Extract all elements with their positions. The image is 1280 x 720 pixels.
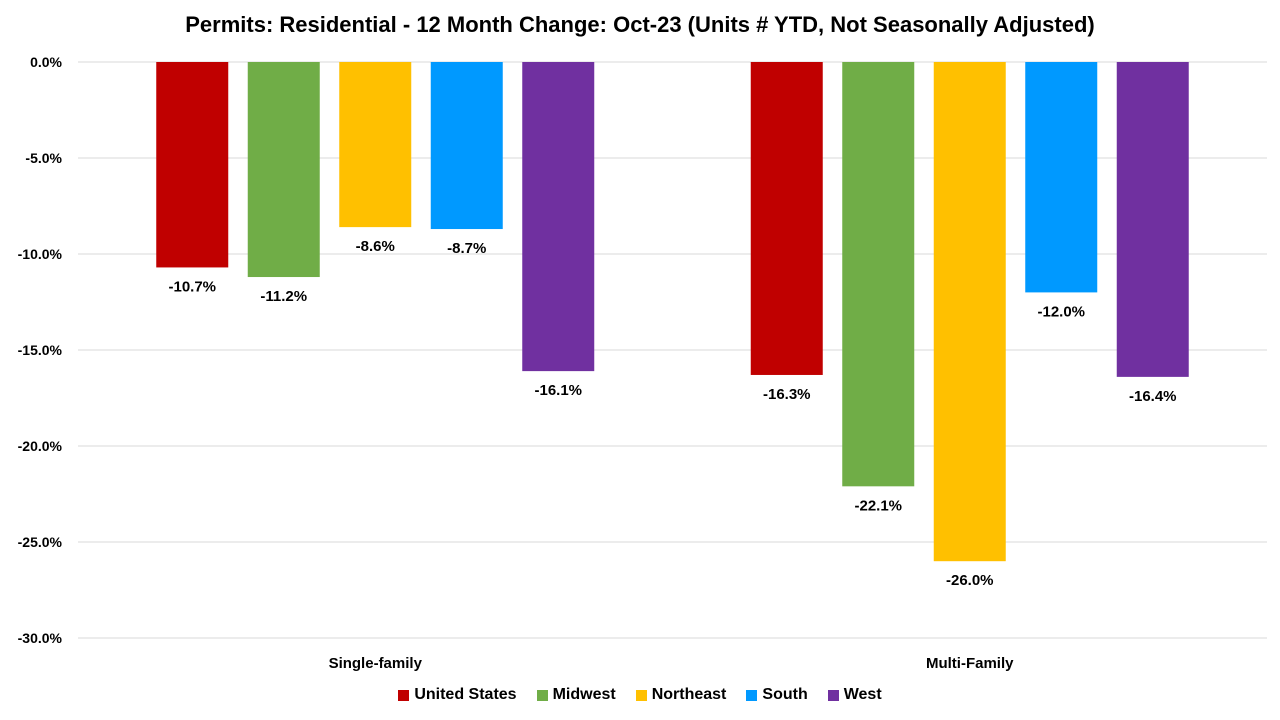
- data-label: -8.6%: [356, 238, 395, 255]
- legend-item: United States: [398, 686, 517, 704]
- data-label: -12.0%: [1037, 303, 1085, 320]
- x-category-label: Multi-Family: [926, 655, 1014, 672]
- bar: [339, 62, 412, 228]
- legend-swatch: [827, 689, 839, 701]
- legend: United States Midwest Northeast South West: [0, 686, 1280, 704]
- y-tick-label: -25.0%: [18, 534, 63, 550]
- data-label: -16.3%: [763, 386, 811, 403]
- data-label: -22.1%: [854, 497, 902, 514]
- bar: [1116, 62, 1189, 377]
- legend-label: West: [843, 686, 882, 703]
- legend-item: Northeast: [635, 686, 727, 704]
- legend-label: Northeast: [651, 686, 727, 703]
- plot-area: 0.0% -5.0% -10.0% -15.0% -20.0% -25.0% -30.0% -…: [18, 54, 1267, 672]
- x-category-label: Single-family: [329, 655, 423, 672]
- y-tick-label: -15.0%: [18, 342, 63, 358]
- legend-label: United States: [414, 686, 517, 703]
- legend-swatch: [536, 689, 548, 701]
- y-tick-label: -30.0%: [18, 630, 63, 646]
- data-label: -11.2%: [260, 288, 307, 305]
- bar: [247, 62, 320, 278]
- data-label: -16.4%: [1129, 388, 1177, 405]
- bar: [1025, 62, 1098, 293]
- bar: [156, 62, 229, 268]
- bar: [842, 62, 915, 487]
- bar: [933, 62, 1006, 562]
- y-tick-label: -10.0%: [18, 246, 63, 262]
- data-label: -8.7%: [447, 240, 486, 257]
- bar: [430, 62, 503, 230]
- chart-title: Permits: Residential - 12 Month Change: …: [185, 12, 1095, 37]
- legend-swatch: [398, 689, 410, 701]
- y-tick-label: -5.0%: [25, 150, 62, 166]
- legend-item: Midwest: [536, 686, 616, 704]
- y-tick-label: -20.0%: [18, 438, 63, 454]
- data-label: -10.7%: [168, 278, 216, 295]
- legend-swatch: [635, 689, 647, 701]
- legend-item: West: [827, 686, 882, 704]
- data-label: -26.0%: [946, 572, 994, 589]
- y-tick-label: 0.0%: [30, 54, 62, 70]
- data-label: -16.1%: [534, 382, 582, 399]
- legend-label: South: [762, 686, 808, 703]
- legend-item: South: [746, 686, 808, 704]
- bar: [522, 62, 595, 372]
- legend-label: Midwest: [552, 686, 616, 703]
- legend-swatch: [746, 689, 758, 701]
- bar: [750, 62, 823, 375]
